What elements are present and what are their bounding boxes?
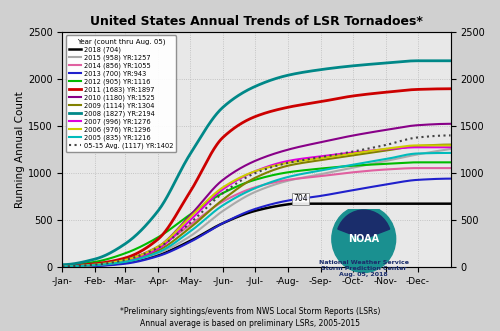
Circle shape bbox=[332, 206, 396, 272]
Wedge shape bbox=[338, 210, 390, 239]
Legend: 2018 (704), 2015 (958) YR:1257, 2014 (856) YR:1055, 2013 (700) YR:943, 2012 (905: 2018 (704), 2015 (958) YR:1257, 2014 (85… bbox=[66, 35, 176, 152]
Y-axis label: Running Annual Count: Running Annual Count bbox=[15, 91, 25, 208]
Text: National Weather Service
Storm Prediction Center
Aug. 05, 2018: National Weather Service Storm Predictio… bbox=[319, 260, 409, 277]
Text: *Preliminary sightings/events from NWS Local Storm Reports (LSRs): *Preliminary sightings/events from NWS L… bbox=[120, 307, 380, 316]
Text: NOAA: NOAA bbox=[348, 234, 380, 244]
Text: 704: 704 bbox=[293, 194, 308, 203]
Title: United States Annual Trends of LSR Tornadoes*: United States Annual Trends of LSR Torna… bbox=[90, 15, 423, 28]
Text: Annual average is based on preliminary LSRs, 2005-2015: Annual average is based on preliminary L… bbox=[140, 319, 360, 328]
